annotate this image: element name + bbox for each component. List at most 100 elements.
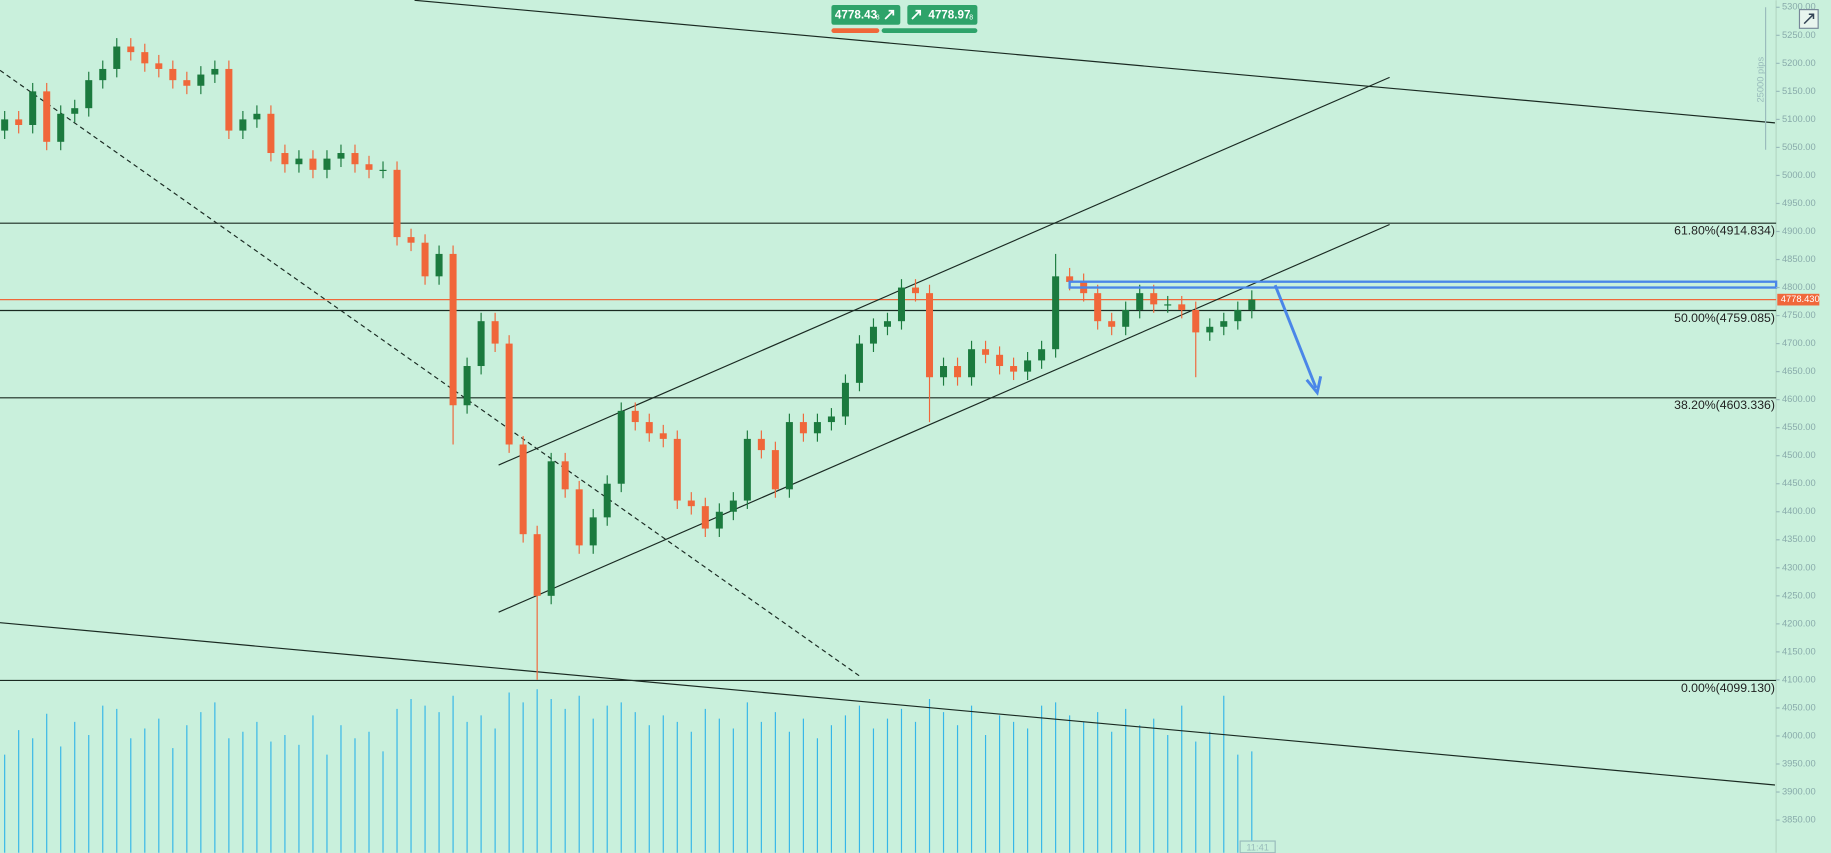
levels-layer: 61.80%(4914.834) 50.00%(4759.085) 38.20%(4…	[0, 222, 1777, 695]
candle-body	[673, 438, 681, 501]
candle-body	[1164, 304, 1172, 306]
trend-line	[0, 69, 863, 679]
candle-body	[463, 366, 471, 406]
candle-body	[141, 52, 149, 64]
candle-body	[631, 410, 639, 423]
quote-badges: 4778.43 8 4778.97 8	[831, 4, 978, 33]
candle-body	[15, 119, 23, 125]
candle-body	[1206, 326, 1214, 333]
trend-line	[0, 622, 1776, 786]
candle-body	[71, 108, 79, 114]
y-tick-label: 5200.00	[1782, 58, 1816, 68]
last-price-label: 4778.430	[1781, 294, 1820, 304]
candle-body	[1024, 360, 1032, 372]
candle-body	[897, 287, 905, 322]
y-tick-label: 4100.00	[1782, 674, 1816, 684]
y-tick-label: 5100.00	[1782, 114, 1816, 124]
trend-line	[414, 0, 1776, 124]
candle-body	[729, 500, 737, 512]
bid-pipette: 8	[876, 15, 880, 22]
candle-body	[799, 422, 807, 434]
y-tick-label: 4300.00	[1782, 562, 1816, 572]
y-tick-label: 4450.00	[1782, 478, 1816, 488]
resistance-box	[1068, 280, 1778, 289]
candle-body	[561, 461, 569, 490]
candle-body	[57, 113, 65, 142]
candle-body	[225, 68, 233, 131]
candle-body	[813, 422, 821, 434]
candle-body	[1038, 349, 1046, 361]
y-tick-label: 4700.00	[1782, 338, 1816, 348]
candle-body	[645, 422, 653, 434]
candle-body	[309, 158, 317, 170]
candle-body	[197, 74, 205, 86]
y-tick-label: 5000.00	[1782, 170, 1816, 180]
candle-body	[491, 321, 499, 344]
ask-pipette: 8	[969, 15, 973, 22]
y-tick-label: 4800.00	[1782, 282, 1816, 292]
y-tick-label: 3900.00	[1782, 786, 1816, 796]
ask-price: 4778.97	[928, 9, 970, 22]
fib-label: 50.00%(4759.085)	[1674, 311, 1775, 325]
candle-body	[253, 113, 261, 120]
channel-line	[498, 223, 1390, 613]
candle-body	[477, 321, 485, 367]
candle-body	[855, 343, 863, 383]
ask-badge	[907, 4, 978, 25]
candle-body	[351, 153, 359, 165]
candle-body	[982, 349, 990, 355]
candle-body	[533, 534, 541, 596]
candle-body	[659, 433, 667, 439]
candle-body	[1108, 321, 1116, 327]
candle-body	[1234, 309, 1242, 322]
candle-body	[127, 46, 135, 53]
y-tick-label: 4250.00	[1782, 590, 1816, 600]
y-tick-label: 5050.00	[1782, 142, 1816, 152]
volume-layer	[4, 689, 1253, 853]
candle-body	[869, 326, 877, 344]
candle-body	[99, 68, 107, 81]
candle-body	[617, 410, 625, 484]
candle-body	[926, 293, 934, 378]
candle-body	[701, 506, 709, 529]
arrow	[1273, 284, 1318, 389]
drawings	[0, 0, 1776, 786]
candle-body	[1248, 299, 1256, 310]
channel-line	[498, 76, 1390, 466]
arrow-icon	[884, 9, 895, 20]
candle-body	[379, 169, 387, 172]
y-tick-label: 3850.00	[1782, 815, 1816, 825]
y-tick-label: 4950.00	[1782, 198, 1816, 208]
y-tick-label: 4750.00	[1782, 310, 1816, 320]
candle-body	[827, 416, 835, 423]
y-tick-label: 4900.00	[1782, 226, 1816, 236]
candle-body	[183, 80, 191, 86]
candle-body	[1136, 293, 1144, 310]
candle-body	[449, 253, 457, 406]
y-tick-label: 4050.00	[1782, 702, 1816, 712]
candle-body	[295, 158, 303, 165]
candle-body	[281, 153, 289, 165]
candle-body	[435, 253, 443, 277]
fib-label: 38.20%(4603.336)	[1674, 398, 1775, 412]
candle-body	[785, 422, 793, 490]
y-tick-label: 4550.00	[1782, 422, 1816, 432]
bid-bar	[831, 28, 880, 33]
candle-body	[519, 444, 527, 535]
candle-body	[687, 500, 695, 507]
candle-body	[911, 287, 920, 294]
candle-body	[1220, 321, 1228, 327]
candle-body	[29, 91, 37, 125]
candle-body	[771, 450, 779, 490]
popout-icon	[1803, 13, 1815, 25]
candle-body	[393, 169, 401, 238]
candle-body	[575, 489, 583, 546]
y-axis: 5300.00 5250.00 5200.00 5150.00 5100.00 5050.…	[1776, 2, 1820, 825]
y-tick-label: 5250.00	[1782, 30, 1816, 40]
candle-body	[505, 343, 513, 445]
candle-body	[757, 438, 765, 451]
candle-body	[407, 237, 415, 243]
annotation	[1068, 280, 1778, 396]
candle-body	[1150, 293, 1158, 305]
